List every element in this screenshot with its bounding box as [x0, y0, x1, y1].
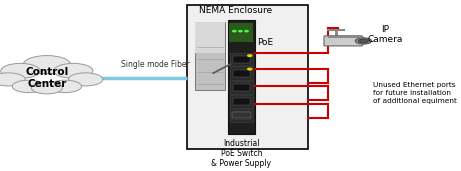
Circle shape	[69, 73, 103, 86]
Circle shape	[248, 68, 252, 70]
Circle shape	[1, 63, 40, 78]
Text: PoE: PoE	[257, 38, 273, 47]
Circle shape	[31, 82, 62, 94]
Text: NEMA Enclosure: NEMA Enclosure	[199, 6, 272, 15]
Text: Industrial
PoE Switch
& Power Supply: Industrial PoE Switch & Power Supply	[212, 139, 272, 168]
FancyBboxPatch shape	[233, 112, 250, 119]
Circle shape	[54, 63, 93, 78]
Circle shape	[69, 73, 103, 86]
Circle shape	[23, 56, 71, 74]
Circle shape	[49, 80, 82, 93]
Text: Control
Center: Control Center	[25, 67, 69, 89]
Circle shape	[233, 30, 236, 32]
FancyBboxPatch shape	[195, 22, 225, 90]
FancyBboxPatch shape	[324, 36, 363, 46]
FancyBboxPatch shape	[188, 5, 307, 149]
FancyBboxPatch shape	[230, 66, 253, 80]
Circle shape	[248, 55, 252, 56]
FancyBboxPatch shape	[232, 113, 251, 118]
FancyBboxPatch shape	[230, 23, 254, 42]
Circle shape	[0, 73, 25, 86]
Circle shape	[12, 80, 45, 93]
FancyBboxPatch shape	[230, 95, 253, 108]
FancyBboxPatch shape	[230, 109, 253, 122]
Circle shape	[239, 30, 242, 32]
FancyBboxPatch shape	[233, 56, 250, 63]
Circle shape	[245, 30, 248, 32]
Circle shape	[359, 39, 368, 43]
FancyBboxPatch shape	[230, 81, 253, 94]
Text: Single mode Fiber: Single mode Fiber	[122, 60, 190, 69]
Circle shape	[54, 63, 93, 78]
FancyBboxPatch shape	[195, 22, 225, 53]
Circle shape	[0, 73, 25, 86]
Text: Unused Ethernet ports
for future installation
of additional equiment: Unused Ethernet ports for future install…	[373, 82, 457, 104]
Circle shape	[355, 38, 372, 44]
FancyBboxPatch shape	[230, 53, 253, 66]
Circle shape	[49, 80, 82, 93]
FancyBboxPatch shape	[233, 70, 250, 77]
FancyBboxPatch shape	[233, 98, 250, 105]
FancyBboxPatch shape	[233, 84, 250, 91]
Polygon shape	[328, 37, 363, 38]
Circle shape	[23, 56, 71, 74]
Text: IP
Camera: IP Camera	[367, 25, 403, 44]
Circle shape	[31, 82, 62, 94]
FancyBboxPatch shape	[228, 20, 254, 134]
Circle shape	[1, 63, 40, 78]
Circle shape	[12, 80, 45, 93]
